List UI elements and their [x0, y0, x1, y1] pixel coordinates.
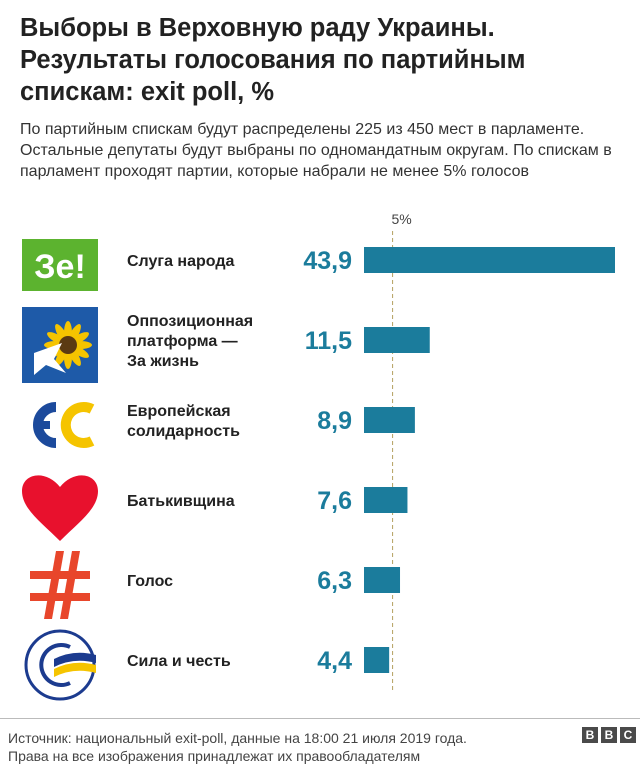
bbc-logo-letter: C — [620, 727, 636, 743]
syla-i-chest-logo-icon — [24, 629, 96, 701]
value-label: 4,4 — [317, 647, 352, 675]
value-labels-group: 43,9 11,5 8,9 7,6 6,3 4,4 — [303, 247, 352, 675]
chart-title: Выборы в Верховную раду Украины. Результ… — [20, 14, 526, 106]
value-label: 7,6 — [317, 487, 352, 515]
bbc-logo: B B C — [582, 727, 636, 743]
bar — [364, 647, 390, 673]
category-label: Оппозиционная платформа — За жизнь — [127, 313, 253, 370]
category-labels-group: Слуга народа Оппозиционная платформа — За ж… — [127, 253, 253, 670]
bar — [364, 567, 401, 593]
category-label: Батькивщина — [127, 493, 235, 510]
value-label: 8,9 — [317, 407, 352, 435]
bars-group — [364, 247, 615, 673]
category-label: Сила и честь — [127, 653, 231, 670]
bar — [364, 327, 430, 353]
sunflower-dove-logo-icon — [22, 307, 98, 383]
bar-chart: 5% 43,9 11,5 8,9 7,6 6,3 4,4 Слуга народа Оппо… — [22, 211, 615, 701]
category-label: Европейская солидарность — [127, 403, 240, 440]
party-logos-group: Зе! — [22, 239, 98, 701]
value-label: 43,9 — [303, 247, 352, 275]
bbc-logo-letter: B — [601, 727, 617, 743]
es-logo-icon — [33, 402, 95, 448]
source-note: Источник: национальный exit-poll, данные… — [8, 729, 568, 765]
bar — [364, 487, 408, 513]
heart-logo-icon — [22, 475, 98, 541]
footer-divider — [0, 718, 640, 719]
value-label: 11,5 — [305, 327, 352, 355]
value-label: 6,3 — [317, 567, 352, 595]
bbc-logo-letter: B — [582, 727, 598, 743]
svg-text:Зе!: Зе! — [34, 248, 86, 286]
reference-line-group: 5% — [391, 211, 412, 690]
category-label: Слуга народа — [127, 253, 234, 270]
category-label: Голос — [127, 573, 173, 590]
ze-logo-icon: Зе! — [22, 239, 98, 291]
chart-subtitle: По партийным спискам будут распределены … — [20, 121, 612, 180]
threshold-label: 5% — [391, 211, 411, 227]
golos-logo-icon — [30, 551, 90, 619]
copyright-line: Права на все изображения принадлежат их … — [8, 748, 421, 764]
bar — [364, 247, 615, 273]
bar — [364, 407, 415, 433]
source-line: Источник: национальный exit-poll, данные… — [8, 730, 467, 746]
